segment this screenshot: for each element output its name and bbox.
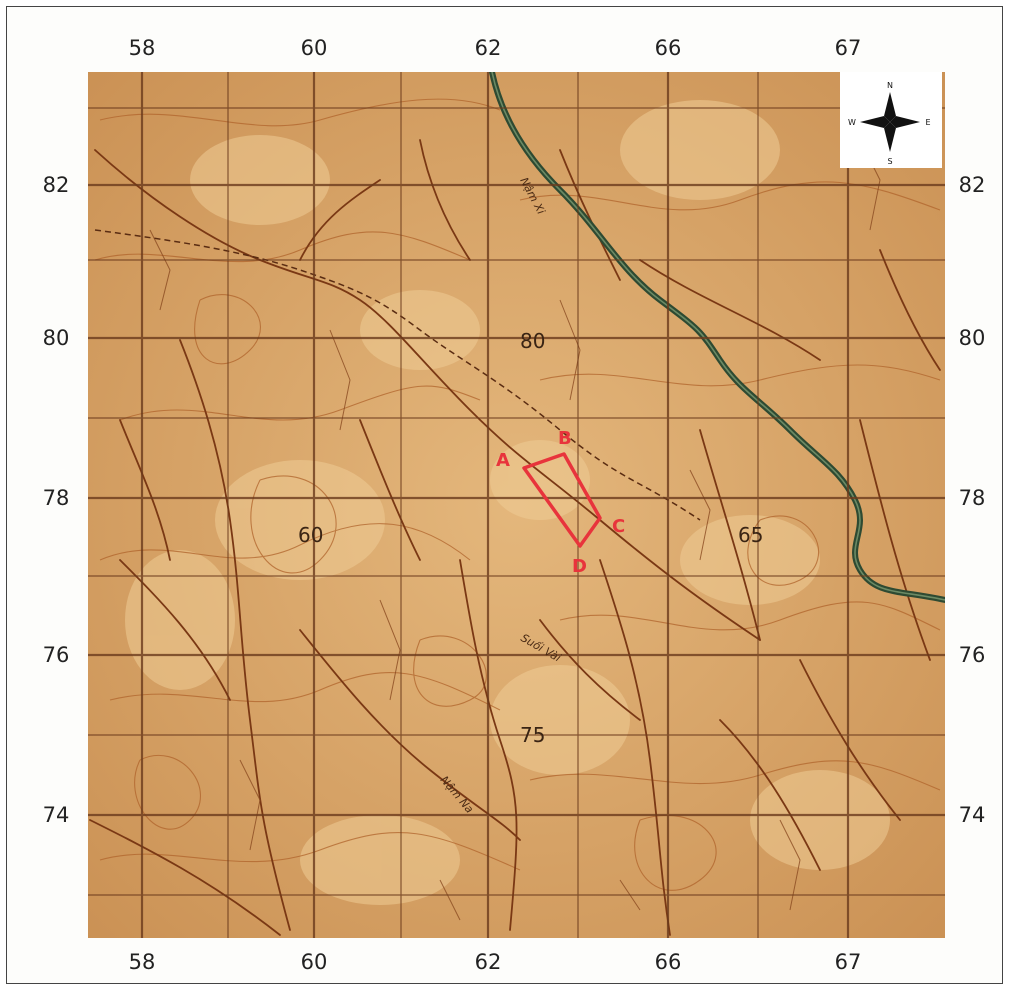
y-label-right: 74 xyxy=(958,803,986,827)
spot-height-label: 65 xyxy=(738,523,763,547)
x-label-top: 58 xyxy=(128,36,156,60)
y-label-right: 76 xyxy=(958,643,986,667)
point-label-a: A xyxy=(496,450,510,471)
y-label-left: 78 xyxy=(42,486,70,510)
x-label-bottom: 60 xyxy=(300,950,328,974)
streams xyxy=(89,139,941,936)
spot-height-label: 80 xyxy=(520,329,545,353)
point-label-c: C xyxy=(612,516,625,537)
point-label-d: D xyxy=(572,556,587,577)
compass-rose: N S E W xyxy=(840,72,942,168)
x-label-top: 60 xyxy=(300,36,328,60)
x-label-top: 67 xyxy=(834,36,862,60)
point-label-b: B xyxy=(558,428,572,449)
spot-heights: 80 60 65 75 xyxy=(298,329,763,747)
road xyxy=(94,229,701,521)
x-label-bottom: 67 xyxy=(834,950,862,974)
spot-height-label: 60 xyxy=(298,523,323,547)
y-label-left: 80 xyxy=(42,326,70,350)
y-label-left: 74 xyxy=(42,803,70,827)
x-label-top: 66 xyxy=(654,36,682,60)
compass-icon: N S E W xyxy=(848,81,930,166)
grid-lines xyxy=(88,72,945,938)
spot-height-label: 75 xyxy=(520,723,545,747)
x-label-top: 62 xyxy=(474,36,502,60)
x-label-bottom: 66 xyxy=(654,950,682,974)
compass-s: S xyxy=(887,157,892,166)
y-label-left: 76 xyxy=(42,643,70,667)
relief-shading xyxy=(125,100,890,905)
contour-lines xyxy=(94,98,941,891)
y-label-right: 82 xyxy=(958,173,986,197)
minor-streams xyxy=(149,139,881,921)
area-polygon xyxy=(522,452,602,548)
topographic-map: 80 60 65 75 Nậm Xi Nậm Na Suối Vài A B C… xyxy=(88,72,945,938)
compass-n: N xyxy=(887,81,893,90)
x-label-bottom: 62 xyxy=(474,950,502,974)
y-label-right: 80 xyxy=(958,326,986,350)
x-label-bottom: 58 xyxy=(128,950,156,974)
y-label-left: 82 xyxy=(42,173,70,197)
y-label-right: 78 xyxy=(958,486,986,510)
compass-e: E xyxy=(925,118,930,127)
compass-w: W xyxy=(848,118,856,127)
survey-area: A B C D xyxy=(496,428,625,577)
